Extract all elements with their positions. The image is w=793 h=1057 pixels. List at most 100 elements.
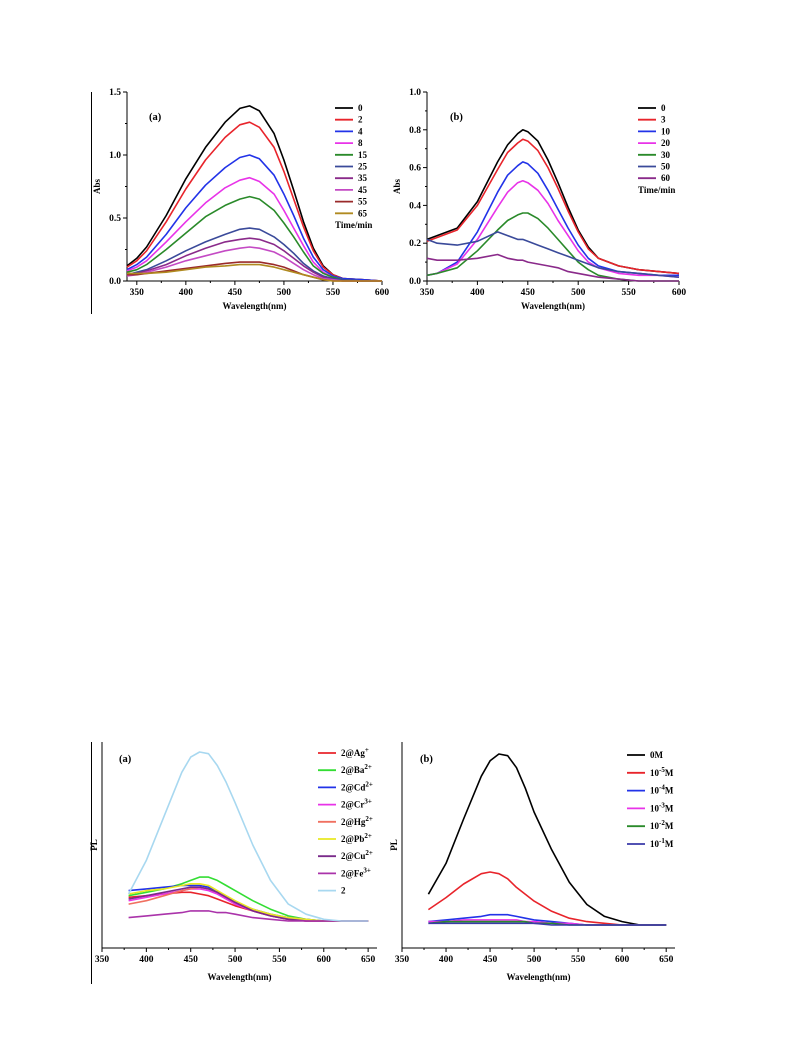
x-tick-label: 500 — [277, 288, 292, 298]
y-axis-label: Abs — [392, 179, 402, 195]
series-line — [126, 246, 382, 282]
y-axis-label: PL — [89, 839, 99, 851]
x-tick-label: 450 — [483, 955, 498, 965]
legend-entry: 0 — [358, 103, 363, 113]
legend-entry: 2@Cd2+ — [341, 780, 373, 792]
legend-entry: 10-3M — [650, 801, 674, 813]
y-tick-label: 0.0 — [409, 277, 421, 287]
x-tick-label: 600 — [317, 955, 332, 965]
series-line — [128, 910, 369, 922]
legend-entry: 25 — [358, 162, 368, 172]
x-tick-label: 650 — [361, 955, 376, 965]
y-tick-label: 1.0 — [409, 88, 421, 98]
x-tick-label: 450 — [228, 288, 243, 298]
legend-entry: 60 — [661, 173, 671, 183]
legend-entry: 55 — [358, 197, 368, 207]
chart-uv-vis-b: 350 400 450 500 550 6000.00.20.40.60.81.0Wave… — [392, 88, 687, 311]
series-line — [126, 154, 383, 282]
left-margin-rule-bottom — [91, 742, 92, 984]
x-tick-label: 450 — [521, 288, 536, 298]
legend-entry: 2@Pb2+ — [341, 832, 372, 844]
chart-uv-vis-a: 350 400 450 500 550 6000.00.51.01.5Wavelength… — [92, 88, 390, 311]
legend-entry: 2@Cu2+ — [341, 849, 373, 861]
legend-entry: 65 — [358, 208, 368, 218]
series-line — [426, 253, 679, 282]
panel-label: (a) — [149, 112, 162, 123]
legend-entry: 2@Ba2+ — [341, 763, 372, 775]
x-tick-label: 350 — [95, 955, 110, 965]
x-tick-label: 600 — [375, 288, 390, 298]
series-line — [127, 263, 382, 282]
x-tick-label: 400 — [139, 955, 154, 965]
series-line — [126, 227, 382, 282]
series-line — [127, 751, 369, 922]
y-axis-label: Abs — [92, 179, 102, 195]
x-tick-label: 400 — [470, 288, 485, 298]
legend-entry: 10-5M — [650, 766, 674, 778]
x-tick-label: 550 — [326, 288, 341, 298]
x-tick-label: 400 — [439, 955, 454, 965]
y-tick-label: 0.0 — [109, 277, 121, 287]
series-line — [128, 886, 369, 922]
series-line — [126, 195, 382, 282]
y-tick-label: 1.0 — [109, 151, 121, 161]
legend-entry: 10-1M — [650, 837, 674, 849]
legend-entry: 2 — [358, 115, 363, 125]
x-tick-label: 500 — [527, 955, 542, 965]
x-tick-label: 500 — [571, 288, 586, 298]
x-tick-label: 550 — [571, 955, 586, 965]
legend-entry: 0 — [661, 103, 666, 113]
x-axis-label: Wavelength(nm) — [223, 301, 287, 311]
x-axis-label: Wavelength(nm) — [507, 972, 571, 982]
series-line — [128, 883, 369, 922]
y-tick-label: 0.6 — [409, 164, 421, 174]
series-line — [126, 237, 382, 282]
legend-entry: 10-2M — [650, 819, 674, 831]
x-tick-label: 550 — [272, 955, 287, 965]
x-axis-label: Wavelength(nm) — [521, 301, 585, 311]
x-tick-label: 600 — [672, 288, 687, 298]
legend-entry: 35 — [358, 173, 368, 183]
legend-entry: 10-4M — [650, 784, 674, 796]
x-tick-label: 600 — [615, 955, 630, 965]
legend-entry: 2@Cr3+ — [341, 798, 372, 810]
series-line — [426, 231, 680, 278]
series-line — [126, 121, 383, 282]
series-line — [427, 871, 667, 926]
legend-entry: 2@Ag+ — [341, 746, 369, 758]
x-tick-label: 350 — [420, 288, 435, 298]
legend-entry: 4 — [358, 126, 363, 136]
legend-entry: 0M — [650, 750, 664, 760]
legend-entry: 8 — [358, 138, 363, 148]
x-axis-label: Wavelength(nm) — [208, 972, 272, 982]
legend-entry: 2@Fe3+ — [341, 866, 371, 878]
legend-entry: 2 — [341, 886, 346, 896]
legend-entry: 30 — [661, 150, 671, 160]
x-tick-label: 450 — [184, 955, 199, 965]
x-tick-label: 500 — [228, 955, 243, 965]
x-tick-label: 550 — [621, 288, 636, 298]
y-tick-label: 0.8 — [409, 126, 421, 136]
legend-entry: 50 — [661, 162, 671, 172]
panel-label: (b) — [450, 112, 463, 123]
legend-title: Time/min — [335, 220, 372, 230]
legend-entry: 45 — [358, 185, 368, 195]
y-tick-label: 0.2 — [409, 239, 421, 249]
legend-entry: 15 — [358, 150, 368, 160]
series-line — [426, 138, 680, 275]
legend-entry: 20 — [661, 138, 671, 148]
series-line — [426, 180, 680, 278]
legend-title: Time/min — [638, 185, 675, 195]
panel-label: (b) — [420, 754, 433, 765]
legend-entry: 2@Hg2+ — [341, 815, 373, 827]
chart-pl-b: 350 400 450 500 550 600 650 Wavelength(nm) PL (b)… — [389, 742, 675, 982]
y-axis-label: PL — [389, 839, 399, 851]
chart-pl-a: 350 400 450 500 550 600 650 Wavelength(nm) PL (a)… — [89, 742, 377, 982]
left-margin-rule-top — [91, 92, 92, 314]
x-tick-label: 400 — [179, 288, 194, 298]
series-line — [427, 753, 667, 926]
legend-entry: 3 — [661, 115, 666, 125]
legend-entry: 10 — [661, 126, 671, 136]
series-line — [428, 922, 667, 926]
series-line — [426, 212, 679, 282]
